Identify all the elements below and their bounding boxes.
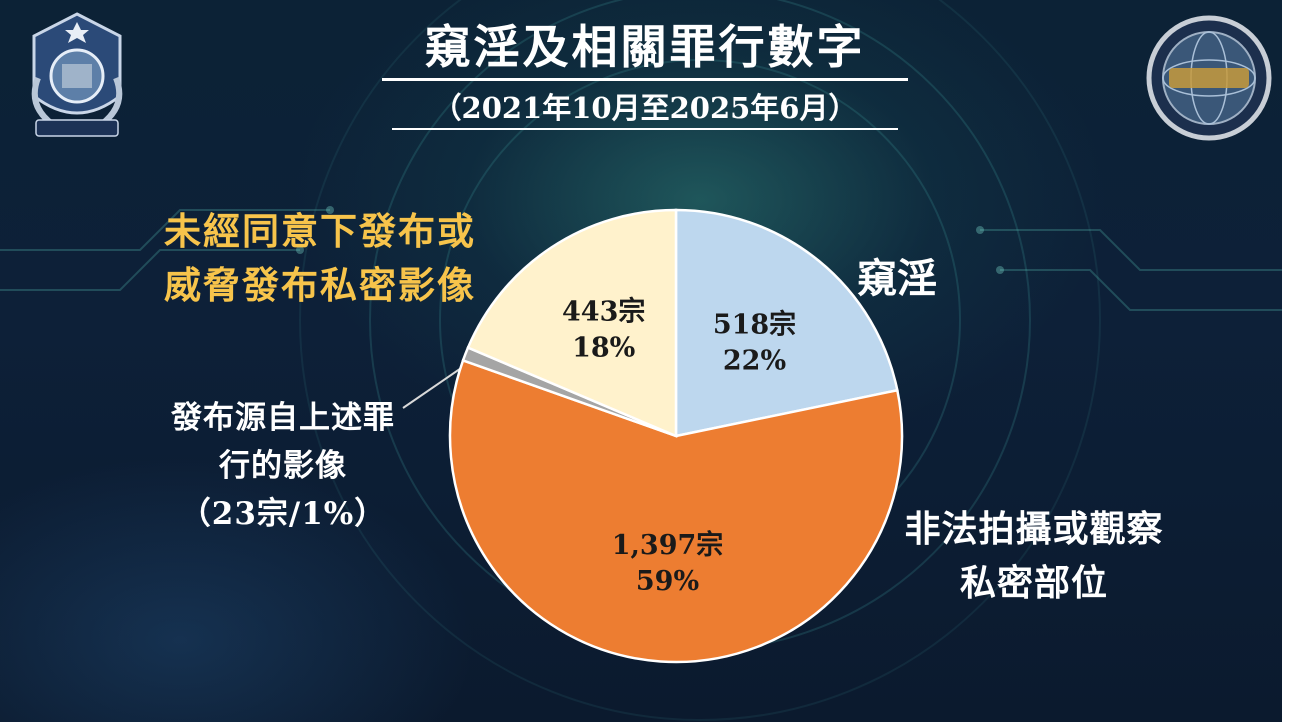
label-unlawful-recording: 非法拍攝或觀察 私密部位: [856, 502, 1212, 610]
label-src-line3: （23宗/1%）: [179, 496, 387, 532]
page-title: 窺淫及相關罪行數字: [382, 16, 908, 81]
label-voyeurism: 窺淫: [857, 255, 937, 302]
data-label-count-unlawful-recording: 1,397宗: [612, 529, 724, 561]
label-non-consensual-distribution: 未經同意下發布或 威脅發布私密影像: [128, 204, 512, 312]
label-src-line2: 行的影像: [219, 448, 347, 484]
data-label-percent-unlawful-recording: 59%: [636, 566, 699, 597]
label-photo-line1: 非法拍攝或觀察: [904, 508, 1164, 550]
data-label-percent-non-consensual-distribution: 18%: [572, 333, 635, 364]
page-subtitle: （2021年10月至2025年6月）: [392, 88, 898, 130]
data-label-count-voyeurism: 518宗: [713, 309, 796, 341]
hong-kong-police-badge-icon: [18, 8, 136, 146]
label-photo-line2: 私密部位: [959, 562, 1108, 604]
data-label-count-non-consensual-distribution: 443宗: [562, 296, 645, 328]
pie-slice-non-consensual-distribution: [466, 208, 678, 438]
pie-slice-voyeurism: [674, 208, 899, 438]
label-ndp-line2: 威脅發布私密影像: [164, 263, 476, 307]
pie-slice-unlawful-recording: [448, 358, 904, 664]
label-publication-of-images: 發布源自上述罪 行的影像 （23宗/1%）: [118, 394, 448, 538]
data-label-percent-voyeurism: 22%: [723, 346, 786, 377]
label-ndp-line1: 未經同意下發布或: [164, 209, 476, 253]
cyber-security-technology-crime-bureau-badge-icon: [1145, 14, 1273, 142]
right-edge-strip: [1282, 0, 1289, 722]
label-src-line1: 發布源自上述罪: [171, 400, 395, 436]
